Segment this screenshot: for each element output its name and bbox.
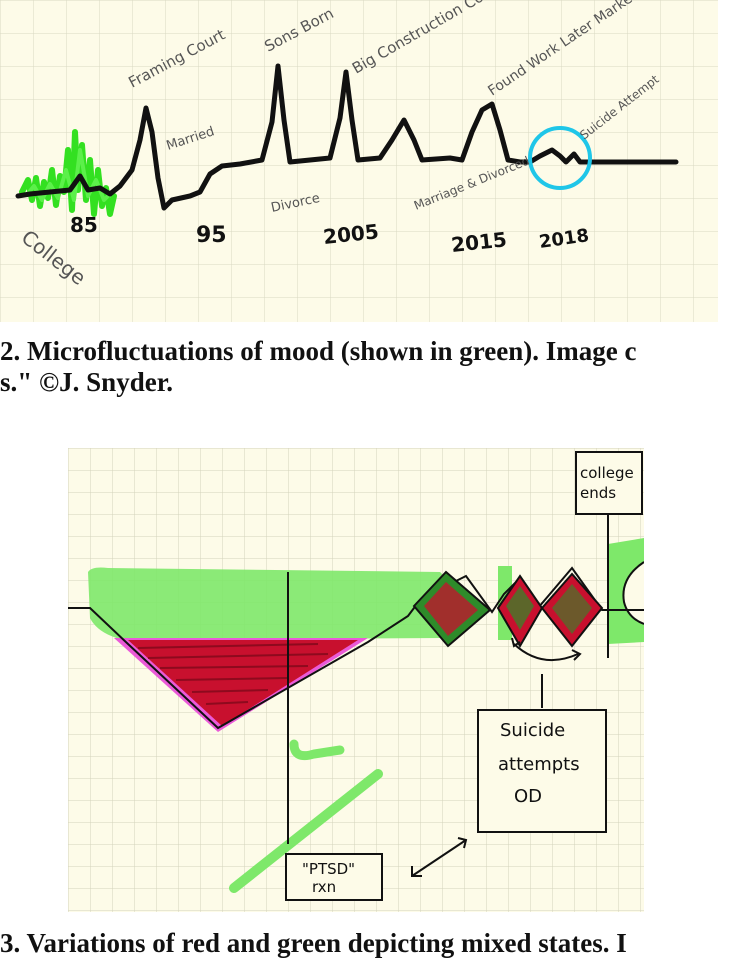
curved-arrow-heads	[511, 637, 582, 661]
mixed-diamond-3-green	[552, 584, 592, 634]
ptsd-label-1: "PTSD"	[302, 860, 355, 878]
mixed-diamond-2-green	[506, 586, 534, 630]
figure-2-caption: 2. Microfluctuations of mood (shown in g…	[0, 336, 755, 398]
figure-3-mixed-states: college ends Suicide attempts OD "PTSD" …	[68, 448, 645, 912]
figure-3-caption: 3. Variations of red and green depicting…	[0, 928, 627, 958]
fig2-year-label: 95	[196, 223, 227, 248]
fig2-year-label: 2005	[322, 219, 380, 249]
ptsd-label-2: rxn	[312, 878, 336, 896]
figure-3-drawing: college ends Suicide attempts OD "PTSD" …	[68, 448, 645, 912]
suicide-attempts-label-3: OD	[514, 786, 542, 807]
suicide-attempts-label-2: attempts	[498, 754, 580, 775]
figure-2-caption-line-2: s." ©J. Snyder.	[0, 367, 173, 397]
figure-2-mood-timeline: Framing Court Married Sons Born Divorce …	[0, 0, 718, 322]
figure-2-drawing: Framing Court Married Sons Born Divorce …	[0, 0, 718, 322]
suicide-attempts-label-1: Suicide	[500, 720, 565, 741]
right-arc	[622, 561, 645, 625]
straight-arrow	[411, 839, 467, 877]
mixed-diamond-1-red	[424, 582, 478, 636]
college-ends-box	[575, 451, 643, 515]
red-hatching	[137, 643, 329, 705]
suicide-attempts-box	[477, 709, 607, 833]
curved-arrow	[513, 643, 579, 661]
small-green-mark	[289, 739, 345, 761]
green-diagonal	[229, 769, 383, 893]
straight-arrow-heads	[411, 837, 468, 877]
college-ends-label-2: ends	[580, 484, 616, 502]
ptsd-box	[285, 853, 383, 901]
figure-2-caption-line-1: 2. Microfluctuations of mood (shown in g…	[0, 336, 637, 366]
red-triangle	[128, 640, 358, 726]
green-band	[88, 567, 446, 640]
fig3-grid	[68, 448, 644, 912]
fig2-year-label: 2015	[450, 227, 508, 257]
fig2-year-label: 85	[70, 213, 98, 237]
green-microfluctuations-2	[24, 148, 114, 202]
college-ends-label-1: college	[580, 464, 634, 482]
suicide-attempt-circle	[528, 126, 592, 190]
